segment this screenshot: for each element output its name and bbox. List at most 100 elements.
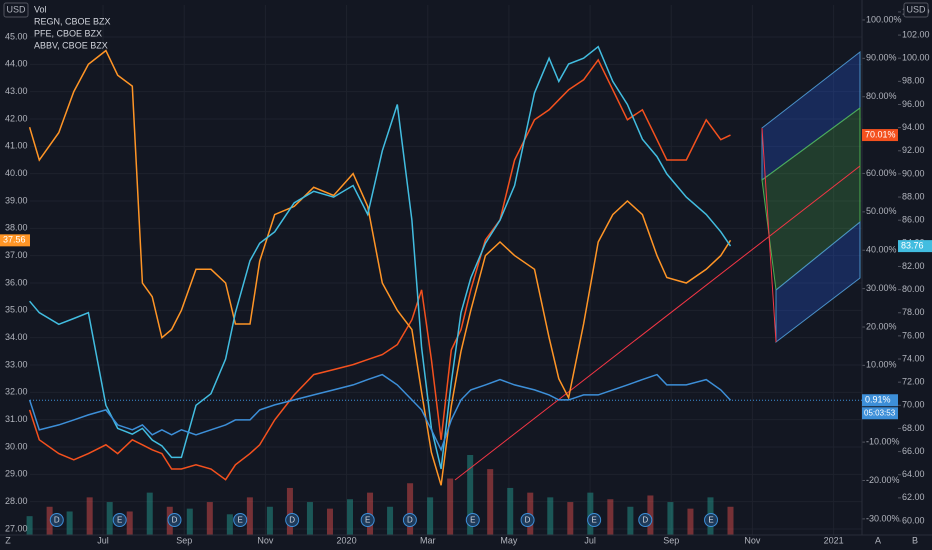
y-tick-label: 34.00 bbox=[5, 332, 28, 342]
last-value-box bbox=[0, 234, 30, 247]
event-label: E bbox=[238, 516, 243, 525]
last-value-label: 0.91% bbox=[865, 395, 891, 405]
x-tick-label: Jul bbox=[97, 535, 109, 545]
volume-bar bbox=[106, 502, 113, 535]
channel-edge bbox=[761, 127, 777, 343]
y2-tick-label: 90.00 bbox=[902, 168, 925, 178]
corner-label[interactable]: Z bbox=[5, 535, 11, 545]
lines bbox=[28, 45, 732, 486]
y2-tick-label: 94.00 bbox=[902, 122, 925, 132]
x-tick-label: 2020 bbox=[337, 535, 357, 545]
last-value-label: 83.76 bbox=[901, 240, 924, 250]
y-tick-label: 29.00 bbox=[5, 469, 28, 479]
y2-tick-label: 70.00 bbox=[902, 400, 925, 410]
series-line bbox=[28, 49, 732, 486]
y2-tick-label: 62.00 bbox=[902, 492, 925, 502]
y-tick-label: 32.00 bbox=[5, 387, 28, 397]
y-tick-label: 41.00 bbox=[5, 141, 28, 151]
y2-tick-label: 82.00 bbox=[902, 261, 925, 271]
y2-tick-label: 80.00 bbox=[902, 284, 925, 294]
volume-bar bbox=[567, 502, 574, 535]
y-tick-label: 44.00 bbox=[5, 59, 28, 69]
currency-box[interactable] bbox=[3, 2, 29, 18]
currency-box[interactable] bbox=[903, 2, 929, 18]
volume-bar bbox=[326, 508, 333, 535]
series-line bbox=[28, 373, 732, 452]
volume-bar bbox=[607, 499, 614, 535]
volume-bar bbox=[387, 506, 394, 535]
event-label: E bbox=[470, 516, 475, 525]
y2-tick-label: 78.00 bbox=[902, 307, 925, 317]
series-line bbox=[28, 58, 731, 481]
y2-tick-label: 88.00 bbox=[902, 191, 925, 201]
y3-tick-label: 50.00% bbox=[866, 206, 897, 216]
y3-tick-label: 60.00% bbox=[866, 168, 897, 178]
regression-channel bbox=[454, 50, 861, 481]
legend-entry: REGN, CBOE BZX bbox=[34, 16, 111, 26]
volume-bar bbox=[26, 516, 33, 535]
y2-tick-label: 60.00 bbox=[902, 515, 925, 525]
event-label: E bbox=[117, 516, 122, 525]
volume-bar bbox=[226, 514, 233, 535]
volume-bar bbox=[286, 487, 293, 535]
volume-bar bbox=[487, 469, 494, 535]
event-marker bbox=[520, 513, 535, 527]
event-label: D bbox=[642, 516, 648, 525]
y-tick-label: 37.00 bbox=[5, 250, 28, 260]
volume-bar bbox=[547, 497, 554, 535]
event-label: E bbox=[591, 516, 596, 525]
event-marker bbox=[233, 513, 248, 527]
x-tick-label: Jul bbox=[584, 535, 596, 545]
y2-tick-label: 100.00 bbox=[902, 53, 930, 63]
y2-tick-label: 74.00 bbox=[902, 353, 925, 363]
y3-tick-label: 80.00% bbox=[866, 91, 897, 101]
volume-bar bbox=[727, 506, 734, 535]
y-tick-label: 40.00 bbox=[5, 168, 28, 178]
event-marker bbox=[704, 513, 719, 527]
event-label: D bbox=[407, 516, 413, 525]
series-line bbox=[29, 45, 732, 470]
event-label: D bbox=[172, 516, 178, 525]
x-tick-label: 2021 bbox=[824, 535, 844, 545]
volume-bar bbox=[467, 455, 474, 535]
event-label: E bbox=[365, 516, 370, 525]
y-tick-label: 31.00 bbox=[5, 414, 28, 424]
y2-tick-label: 76.00 bbox=[902, 330, 925, 340]
y-tick-label: 27.00 bbox=[5, 523, 28, 533]
x-tick-label: Sep bbox=[176, 535, 192, 545]
last-value-box bbox=[898, 240, 932, 253]
countdown: 05:03:53 bbox=[864, 408, 896, 417]
y3-tick-label: 20.00% bbox=[866, 321, 897, 331]
event-marker bbox=[465, 513, 480, 527]
last-value-label: 70.01% bbox=[865, 129, 896, 139]
corner-label[interactable]: B bbox=[912, 535, 918, 545]
volume-bar bbox=[66, 511, 73, 535]
corner-label[interactable]: A bbox=[875, 535, 881, 545]
event-marker bbox=[285, 513, 300, 527]
volume-bar bbox=[46, 506, 53, 535]
volume-bar bbox=[507, 487, 514, 535]
y-tick-label: 38.00 bbox=[5, 223, 28, 233]
x-tick-label: May bbox=[500, 535, 518, 545]
volume-bar bbox=[266, 506, 273, 535]
y3-tick-label: 40.00% bbox=[866, 245, 897, 255]
last-value-label: 37.56 bbox=[3, 235, 26, 245]
countdown-box bbox=[862, 407, 898, 420]
y-tick-label: 35.00 bbox=[5, 305, 28, 315]
event-marker bbox=[112, 513, 127, 527]
legend-entry: PFE, CBOE BZX bbox=[34, 28, 102, 38]
event-label: D bbox=[54, 516, 60, 525]
volume-bar bbox=[687, 508, 694, 535]
y-tick-label: 43.00 bbox=[5, 86, 28, 96]
event-marker bbox=[167, 513, 182, 527]
y2-tick-label: 64.00 bbox=[902, 469, 925, 479]
y3-tick-label: -20.00% bbox=[866, 475, 900, 485]
currency-right: USD bbox=[906, 4, 926, 14]
currency-left: USD bbox=[6, 4, 26, 14]
volume-bar bbox=[447, 478, 454, 535]
event-label: D bbox=[525, 516, 531, 525]
y2-tick-label: 86.00 bbox=[902, 215, 925, 225]
